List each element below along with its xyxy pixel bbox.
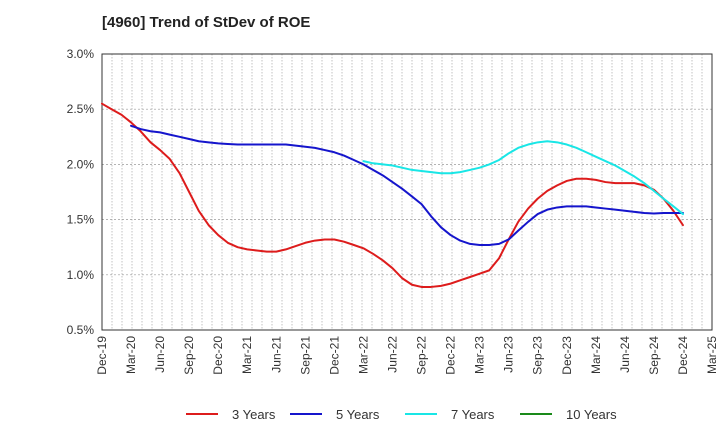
x-tick-label: Mar-21 <box>240 336 254 374</box>
plot-area-border <box>101 53 713 331</box>
x-tick-label: Sep-20 <box>182 336 196 375</box>
legend-label-3-years: 3 Years <box>232 406 276 422</box>
legend-label-5-years: 5 Years <box>336 406 380 422</box>
y-tick-label: 1.0% <box>67 268 95 282</box>
y-tick-label: 2.5% <box>67 102 95 116</box>
x-tick-label: Mar-23 <box>473 336 487 374</box>
x-tick-label: Sep-24 <box>647 336 661 375</box>
y-tick-label: 1.5% <box>67 213 95 227</box>
series-lines <box>101 102 684 288</box>
legend-swatch-3-years <box>186 413 218 415</box>
x-tick-label: Dec-23 <box>560 336 574 375</box>
legend-label-10-years: 10 Years <box>566 406 617 422</box>
line-chart: 0.5% 1.0% 1.5% 2.0% 2.5% 3.0% Dec-19 Mar-20 Jun… <box>67 47 719 375</box>
x-tick-label: Dec-21 <box>327 336 341 375</box>
x-tick-label: Dec-24 <box>676 336 690 375</box>
legend: 3 Years 5 Years 7 Years 10 Years <box>0 404 720 428</box>
x-tick-label: Jun-24 <box>618 336 632 373</box>
x-tick-label: Sep-23 <box>531 336 545 375</box>
vertical-gridlines <box>111 54 703 330</box>
legend-swatch-10-years <box>520 413 552 415</box>
x-tick-label: Jun-20 <box>153 336 167 373</box>
x-tick-label: Jun-22 <box>385 336 399 373</box>
legend-swatch-5-years <box>290 413 322 415</box>
y-tick-label: 2.0% <box>67 157 95 171</box>
x-tick-label: Mar-22 <box>356 336 370 374</box>
legend-item-7-years: 7 Years <box>405 404 494 424</box>
series-line-3-years <box>101 102 684 288</box>
x-tick-label: Jun-21 <box>269 336 283 373</box>
x-tick-label: Dec-22 <box>444 336 458 375</box>
legend-item-3-years: 3 Years <box>186 404 275 424</box>
legend-item-5-years: 5 Years <box>290 404 379 424</box>
legend-swatch-7-years <box>405 413 437 415</box>
y-tick-label: 0.5% <box>67 323 95 337</box>
x-tick-label: Sep-22 <box>415 336 429 375</box>
x-tick-label: Sep-21 <box>298 336 312 375</box>
legend-label-7-years: 7 Years <box>451 406 495 422</box>
x-axis-tick-labels: Dec-19 Mar-20 Jun-20 Sep-20 Dec-20 Mar-21 Jun-… <box>95 336 719 375</box>
y-axis-tick-labels: 0.5% 1.0% 1.5% 2.0% 2.5% 3.0% <box>67 47 95 337</box>
x-tick-label: Dec-20 <box>211 336 225 375</box>
chart-title: [4960] Trend of StDev of ROE <box>102 14 311 31</box>
x-tick-label: Mar-20 <box>124 336 138 374</box>
x-tick-label: Mar-24 <box>589 336 603 374</box>
legend-item-10-years: 10 Years <box>520 404 617 424</box>
x-tick-label: Jun-23 <box>502 336 516 373</box>
series-line-7-years <box>362 140 684 216</box>
x-tick-label: Dec-19 <box>95 336 109 375</box>
y-tick-label: 3.0% <box>67 47 95 61</box>
series-line-5-years <box>130 124 684 246</box>
x-tick-label: Mar-25 <box>705 336 719 374</box>
